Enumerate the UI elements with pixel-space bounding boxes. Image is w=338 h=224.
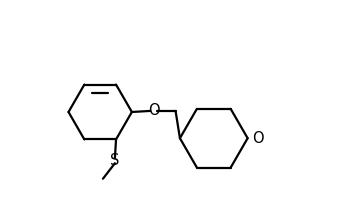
Text: O: O: [148, 103, 160, 118]
Text: O: O: [252, 131, 264, 146]
Text: S: S: [110, 153, 120, 168]
